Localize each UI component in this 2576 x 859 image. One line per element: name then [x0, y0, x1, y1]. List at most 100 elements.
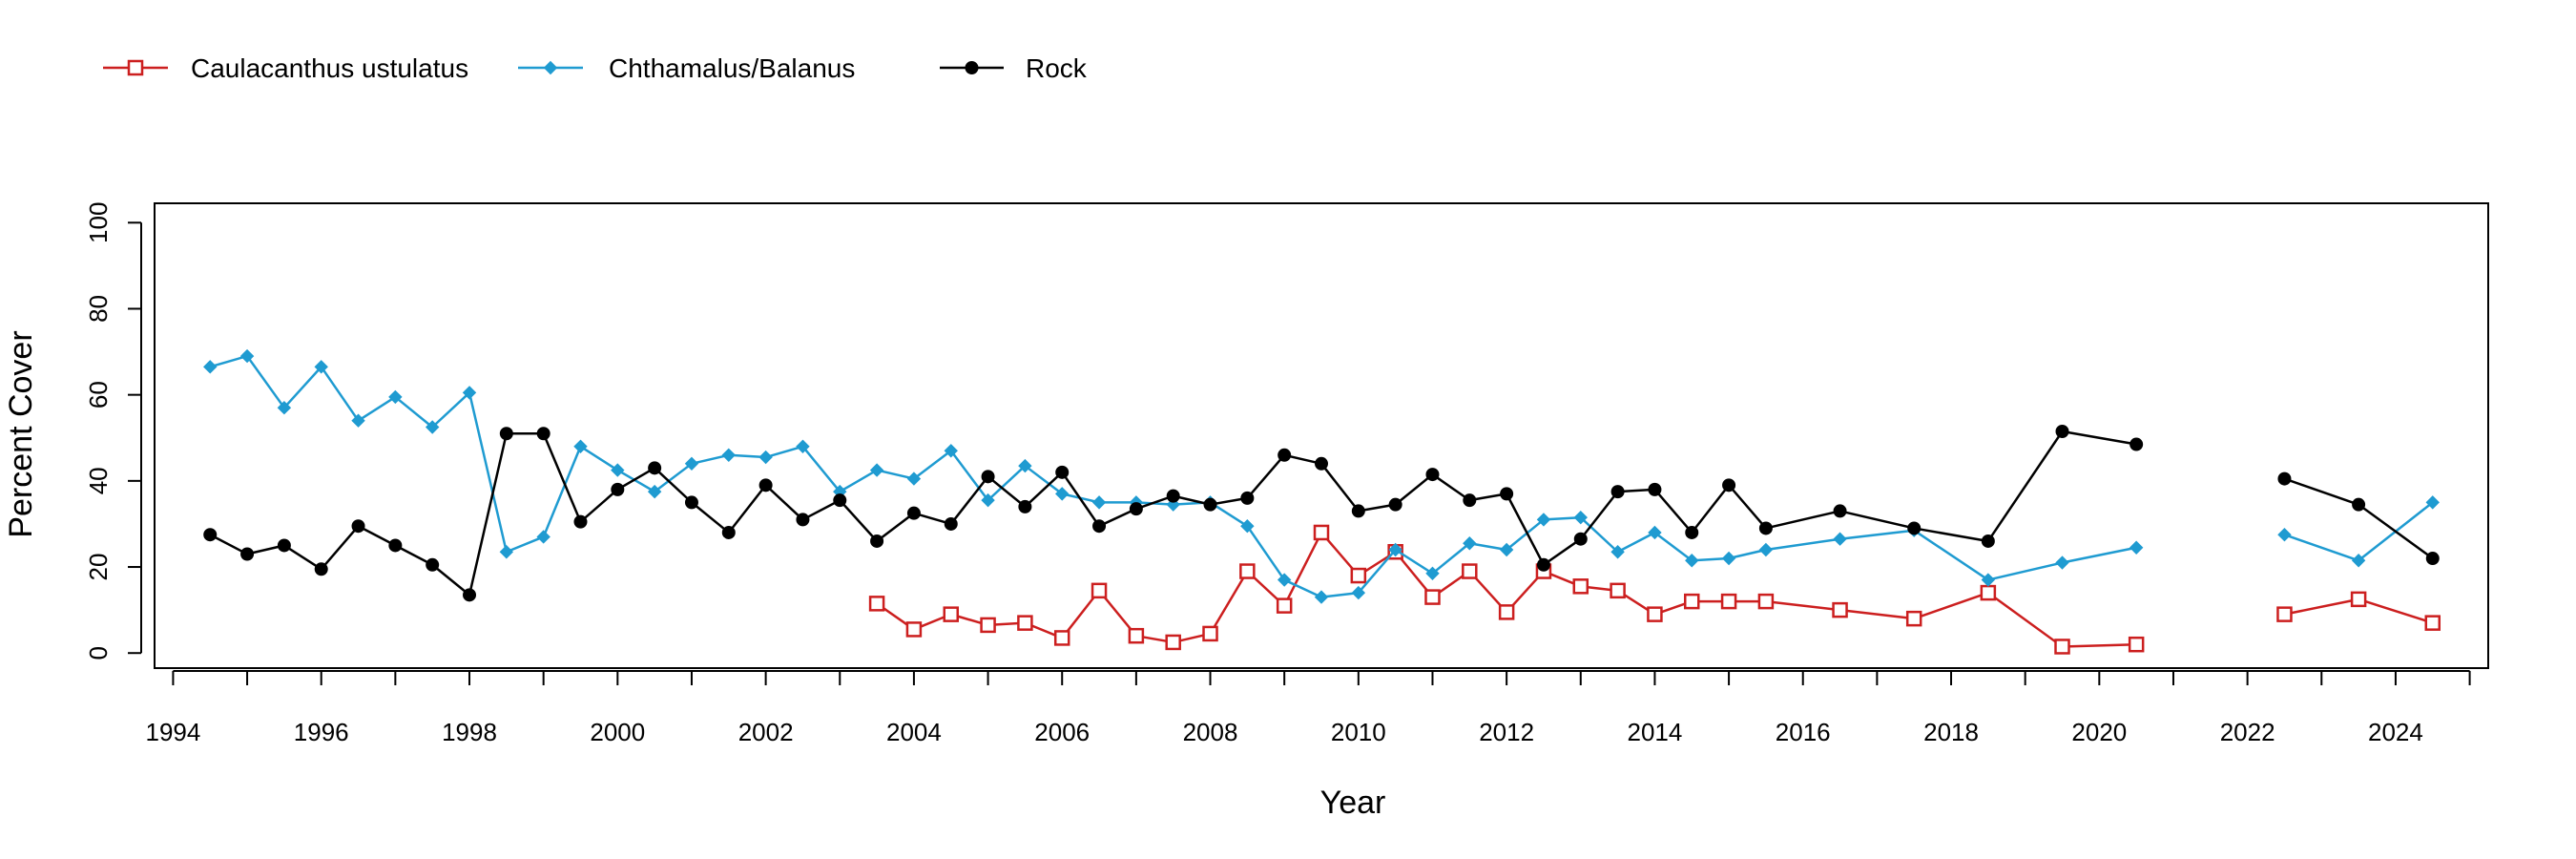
point-rock-2024.5 — [2425, 552, 2440, 566]
x-tick-label-2008: 2008 — [1183, 718, 1238, 746]
point-rock-2022.5 — [2277, 471, 2292, 486]
point-caulacanthus-ustulatus-2007.5 — [1165, 634, 1181, 651]
point-caulacanthus-ustulatus-2014.5 — [1684, 593, 1700, 610]
point-rock-2004.5 — [944, 516, 958, 531]
plot-frame — [154, 202, 2489, 669]
point-rock-1997.5 — [426, 557, 440, 572]
point-chthamalus-balanus-2001.5 — [721, 448, 737, 462]
point-rock-2012 — [1500, 487, 1514, 501]
point-caulacanthus-ustulatus-2004 — [905, 621, 923, 638]
point-rock-2003 — [833, 493, 847, 508]
point-caulacanthus-ustulatus-2006.5 — [1091, 582, 1108, 599]
series-line-rock-1 — [209, 430, 2137, 597]
legend-marker-rock — [965, 61, 979, 74]
point-chthamalus-balanus-2009 — [1277, 573, 1292, 587]
point-caulacanthus-ustulatus-2006 — [1053, 630, 1070, 646]
point-rock-2008.5 — [1240, 491, 1255, 505]
point-caulacanthus-ustulatus-2018.5 — [1980, 584, 1997, 601]
point-chthamalus-balanus-2016.5 — [1833, 532, 1847, 546]
point-chthamalus-balanus-2013.5 — [1610, 545, 1625, 559]
point-chthamalus-balanus-2014.5 — [1685, 554, 1699, 568]
point-rock-1997 — [388, 538, 403, 553]
point-rock-2005.5 — [1018, 499, 1032, 513]
point-chthamalus-balanus-2011.5 — [1463, 536, 1477, 551]
point-rock-1999.5 — [573, 514, 588, 529]
point-chthamalus-balanus-2009.5 — [1314, 590, 1329, 604]
point-rock-2001.5 — [721, 525, 736, 539]
point-chthamalus-balanus-2002.5 — [796, 439, 810, 453]
point-rock-1998.5 — [499, 427, 513, 441]
point-rock-2014 — [1648, 482, 1662, 496]
point-rock-2023.5 — [2352, 497, 2366, 512]
point-chthamalus-balanus-1999 — [536, 530, 551, 544]
x-tick-label-2012: 2012 — [1479, 718, 1534, 746]
point-caulacanthus-ustulatus-2005 — [980, 617, 996, 634]
series-caulacanthus-ustulatus — [868, 524, 2441, 655]
legend-marker-chthamalus-balanus — [543, 60, 558, 75]
x-tick-label-2006: 2006 — [1034, 718, 1090, 746]
point-rock-1995.5 — [277, 538, 291, 553]
series-chthamalus-balanus — [203, 348, 2440, 604]
point-caulacanthus-ustulatus-2009 — [1276, 597, 1293, 614]
point-rock-2014.5 — [1685, 525, 1699, 539]
point-chthamalus-balanus-1996.5 — [351, 413, 365, 428]
x-tick-label-1998: 1998 — [442, 718, 497, 746]
point-chthamalus-balanus-2015 — [1721, 551, 1736, 566]
point-caulacanthus-ustulatus-2023.5 — [2350, 591, 2367, 608]
point-chthamalus-balanus-2015.5 — [1758, 542, 1774, 557]
point-rock-2008 — [1203, 497, 1217, 512]
point-chthamalus-balanus-2011 — [1425, 566, 1440, 581]
point-chthamalus-balanus-2012.5 — [1536, 513, 1551, 527]
point-rock-2015.5 — [1758, 521, 1773, 535]
point-caulacanthus-ustulatus-2015 — [1720, 593, 1737, 610]
point-chthamalus-balanus-2002 — [758, 450, 773, 465]
legend: Caulacanthus ustulatus Chthamalus/Balanus… — [103, 53, 1088, 83]
point-rock-1999 — [536, 427, 551, 441]
legend-item-rock: Rock — [940, 53, 1088, 83]
point-chthamalus-balanus-2013 — [1573, 510, 1588, 525]
point-rock-2007 — [1129, 502, 1143, 516]
point-rock-2012.5 — [1536, 557, 1550, 572]
point-rock-2018.5 — [1981, 534, 1995, 548]
point-caulacanthus-ustulatus-2016.5 — [1832, 601, 1848, 618]
point-rock-2005 — [981, 470, 995, 484]
point-caulacanthus-ustulatus-2011 — [1424, 589, 1441, 605]
point-caulacanthus-ustulatus-2015.5 — [1757, 593, 1775, 610]
x-tick-label-2022: 2022 — [2220, 718, 2275, 746]
point-rock-2017.5 — [1907, 521, 1922, 535]
point-caulacanthus-ustulatus-2009.5 — [1313, 524, 1330, 541]
point-caulacanthus-ustulatus-2014 — [1647, 606, 1663, 622]
series-line-chthamalus-balanus-1 — [209, 354, 2137, 598]
point-caulacanthus-ustulatus-2012 — [1498, 604, 1515, 620]
point-rock-2013.5 — [1610, 485, 1625, 499]
point-rock-2009 — [1278, 448, 1292, 462]
point-chthamalus-balanus-2019.5 — [2055, 555, 2069, 570]
point-rock-2000 — [611, 482, 625, 496]
point-caulacanthus-ustulatus-2008.5 — [1239, 563, 1256, 579]
x-axis-title: Year — [1320, 785, 1386, 821]
point-chthamalus-balanus-1997 — [388, 389, 403, 405]
point-chthamalus-balanus-2004.5 — [944, 444, 958, 458]
point-rock-2002 — [758, 478, 773, 492]
point-chthamalus-balanus-2005.5 — [1018, 458, 1032, 473]
point-chthamalus-balanus-2006.5 — [1091, 495, 1107, 510]
point-chthamalus-balanus-2000.5 — [647, 484, 662, 499]
point-caulacanthus-ustulatus-2017.5 — [1905, 610, 1922, 627]
point-caulacanthus-ustulatus-2004.5 — [943, 606, 959, 622]
point-chthamalus-balanus-2010.5 — [1388, 542, 1402, 557]
point-rock-1996 — [314, 562, 328, 576]
point-caulacanthus-ustulatus-2020.5 — [2128, 636, 2145, 653]
point-caulacanthus-ustulatus-2022.5 — [2276, 606, 2293, 622]
legend-item-caulacanthus-ustulatus: Caulacanthus ustulatus — [103, 53, 468, 83]
x-tick-label-2002: 2002 — [738, 718, 794, 746]
point-rock-1996.5 — [351, 519, 365, 534]
legend-marker-caulacanthus-ustulatus — [127, 59, 144, 76]
point-rock-2006.5 — [1092, 519, 1107, 534]
x-axis: 1994 1996 1998 2000 2002 2004 2006 2008 2010 2012… — [145, 670, 2471, 746]
point-caulacanthus-ustulatus-2003.5 — [868, 596, 885, 612]
point-chthamalus-balanus-2004 — [906, 471, 922, 486]
point-rock-2004 — [906, 506, 921, 520]
x-tick-label-2010: 2010 — [1331, 718, 1386, 746]
x-tick-label-2024: 2024 — [2368, 718, 2423, 746]
